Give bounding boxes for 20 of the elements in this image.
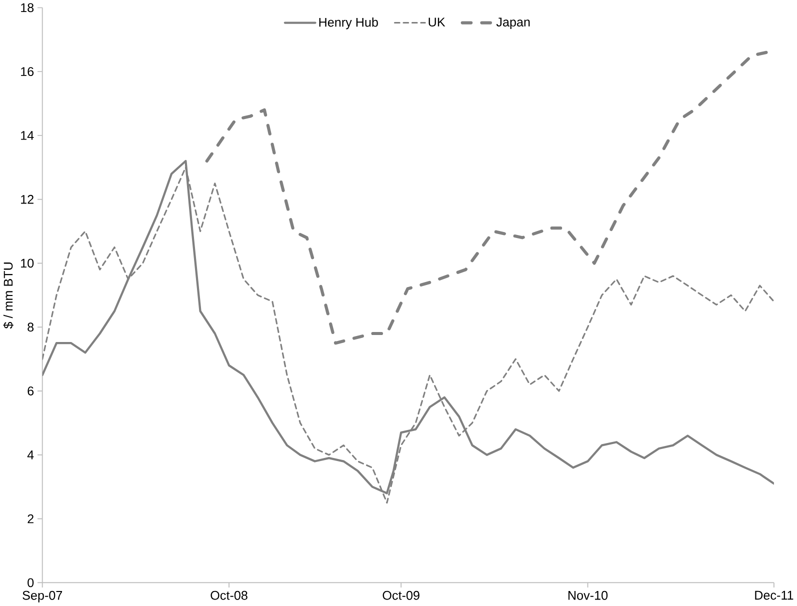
y-axis-title: $ / mm BTU <box>3 262 14 329</box>
y-tick-label: 2 <box>28 514 34 524</box>
y-tick-label: 8 <box>28 322 34 332</box>
line-series <box>205 51 768 345</box>
legend-label: Henry Hub <box>319 18 378 30</box>
x-tick-label: Oct-09 <box>382 591 420 600</box>
x-tick-label: Sep-07 <box>22 591 62 603</box>
y-tick-label: 14 <box>21 131 34 140</box>
y-tick-label: 10 <box>21 258 34 268</box>
y-tick-label: 0 <box>28 578 34 588</box>
y-tick-label: 6 <box>28 386 34 396</box>
y-tick-label: 18 <box>21 3 34 12</box>
x-tick-label: Nov-10 <box>568 591 608 600</box>
legend-label: Japan <box>496 18 530 30</box>
legend-label: UK <box>428 18 446 27</box>
y-tick-label: 4 <box>27 450 34 460</box>
x-tick-label: Oct-08 <box>210 591 248 600</box>
x-tick-label: Dec-11 <box>755 591 794 600</box>
y-tick-label: 16 <box>21 67 34 76</box>
y-tick-label: 12 <box>21 195 34 204</box>
